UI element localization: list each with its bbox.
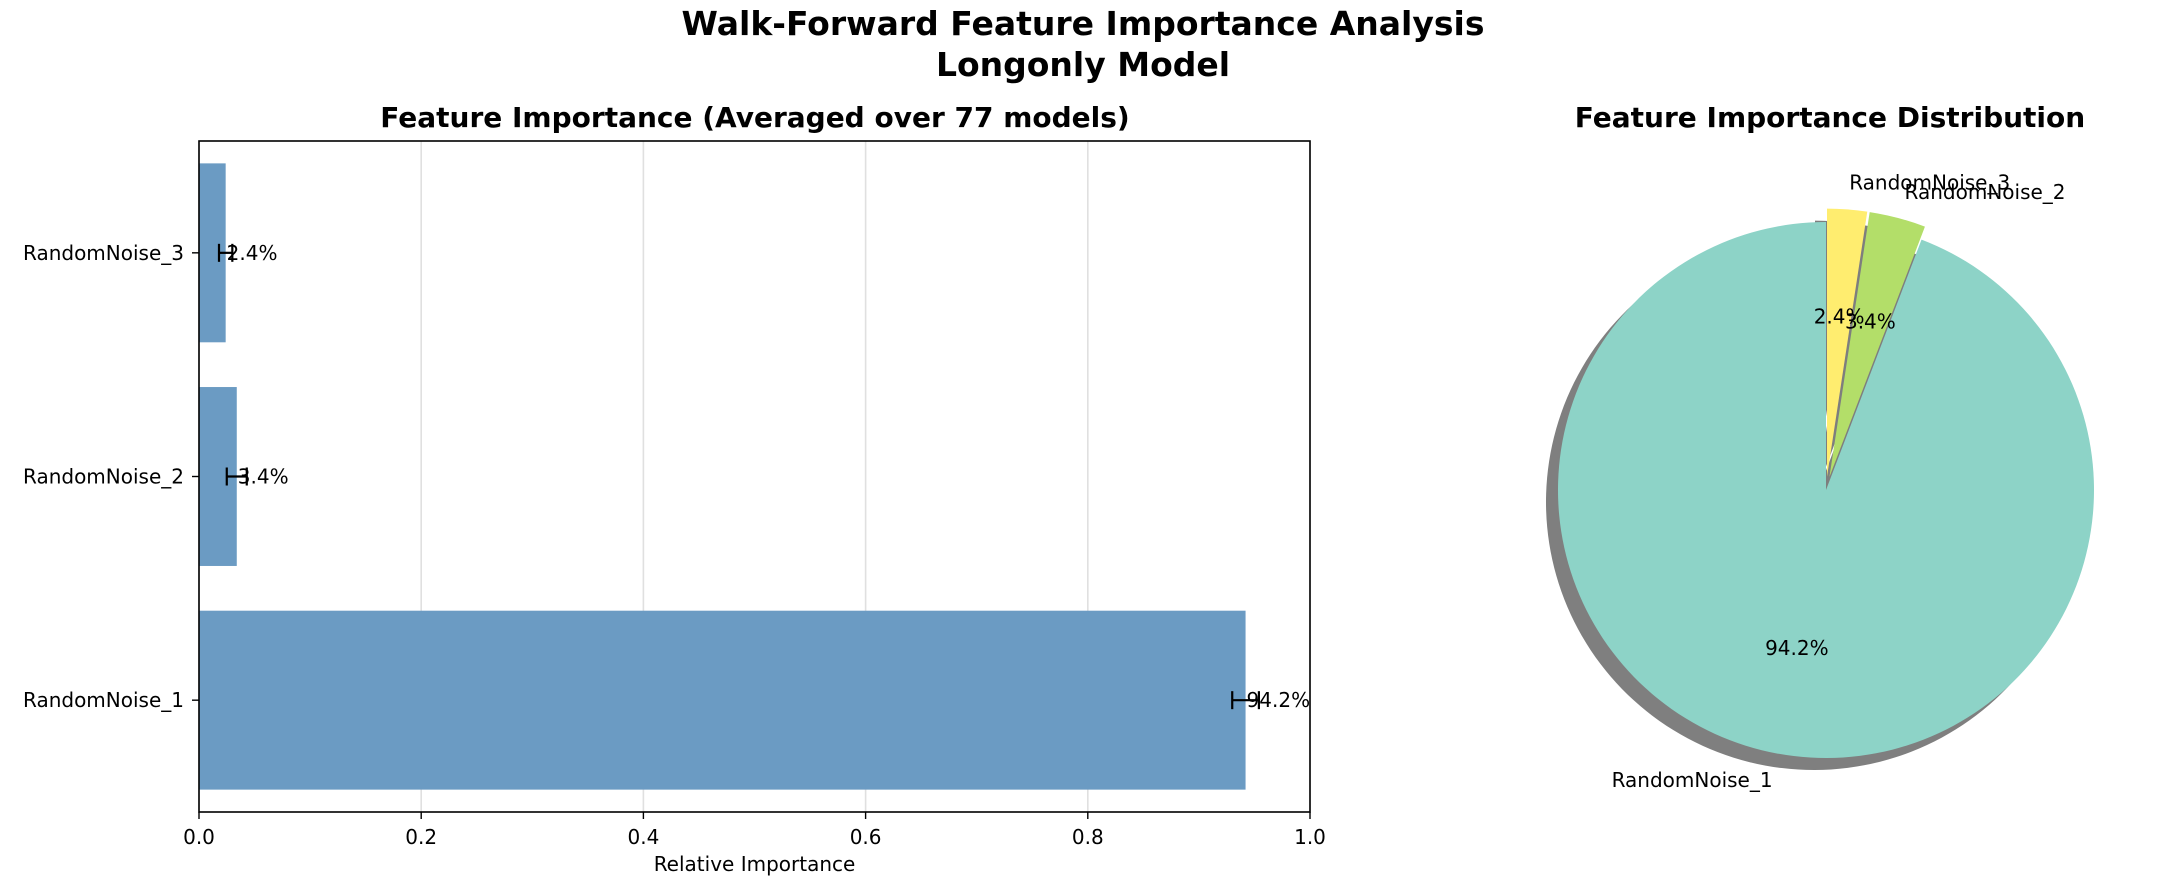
- pie-category-label: RandomNoise_2: [1905, 180, 2066, 204]
- y-tick-label: RandomNoise_2: [23, 465, 184, 489]
- pie-slice-randomnoise_2: [1829, 212, 1925, 478]
- pie-category-label: RandomNoise_3: [1849, 171, 2010, 195]
- x-tick-label: 0.8: [1072, 825, 1104, 849]
- x-tick-label: 0.0: [183, 825, 215, 849]
- pie-slice-randomnoise_1: [1557, 222, 2094, 758]
- pie-slice-randomnoise_3: [1827, 208, 1868, 477]
- y-tick-label: RandomNoise_3: [23, 241, 184, 265]
- bar-axes-frame: [198, 140, 1311, 813]
- x-axis-label: Relative Importance: [654, 852, 856, 876]
- bar-data-label: 94.2%: [1247, 688, 1311, 712]
- x-tick-label: 0.2: [405, 825, 437, 849]
- x-tick-label: 0.4: [627, 825, 659, 849]
- pie-pct-label: 94.2%: [1765, 636, 1829, 660]
- bar-data-label: 2.4%: [227, 241, 278, 265]
- bar-randomnoise_1: [199, 610, 1246, 790]
- bar-data-label: 3.4%: [238, 465, 289, 489]
- y-tick-label: RandomNoise_1: [23, 688, 184, 712]
- pie-category-label: RandomNoise_1: [1612, 768, 1773, 792]
- x-tick-label: 1.0: [1294, 825, 1326, 849]
- x-tick-label: 0.6: [850, 825, 882, 849]
- pie-chart-title: Feature Importance Distribution: [1574, 101, 2086, 134]
- figure-title: Walk-Forward Feature Importance Analysis: [681, 4, 1485, 43]
- pie-pct-label: 3.4%: [1845, 310, 1896, 334]
- figure-subtitle: Longonly Model: [935, 45, 1231, 84]
- pie-pct-label: 2.4%: [1814, 304, 1865, 328]
- bar-chart-title: Feature Importance (Averaged over 77 mod…: [380, 101, 1130, 134]
